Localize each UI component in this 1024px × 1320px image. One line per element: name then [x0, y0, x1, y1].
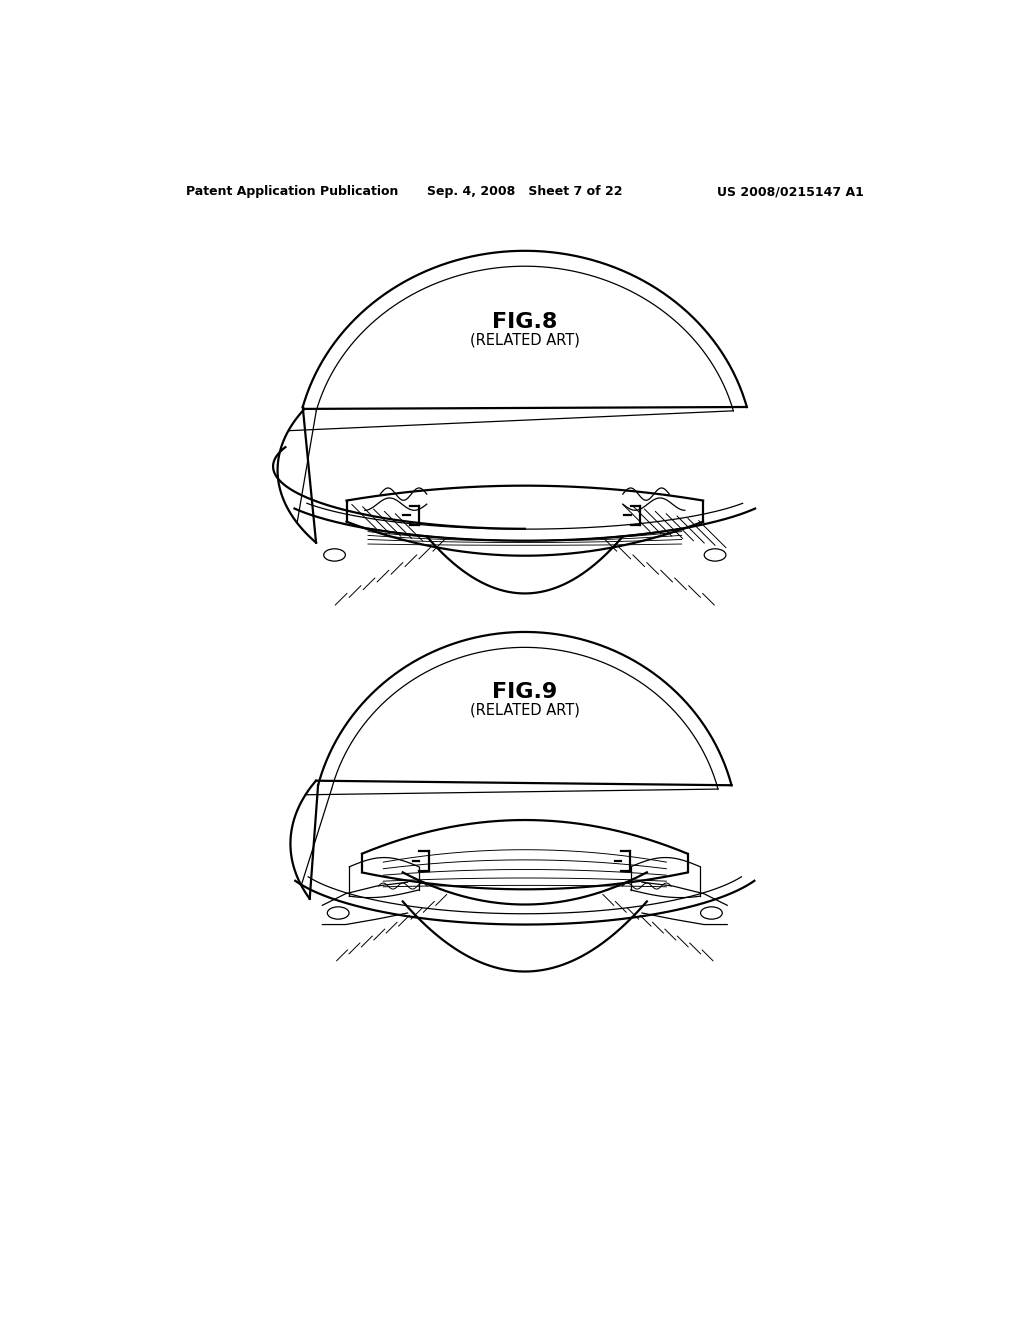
- Text: FIG.9: FIG.9: [493, 682, 557, 702]
- Text: Patent Application Publication: Patent Application Publication: [186, 185, 398, 198]
- Text: US 2008/0215147 A1: US 2008/0215147 A1: [718, 185, 864, 198]
- Text: (RELATED ART): (RELATED ART): [470, 702, 580, 717]
- Text: (RELATED ART): (RELATED ART): [470, 333, 580, 347]
- Text: Sep. 4, 2008   Sheet 7 of 22: Sep. 4, 2008 Sheet 7 of 22: [427, 185, 623, 198]
- Text: FIG.8: FIG.8: [493, 313, 557, 333]
